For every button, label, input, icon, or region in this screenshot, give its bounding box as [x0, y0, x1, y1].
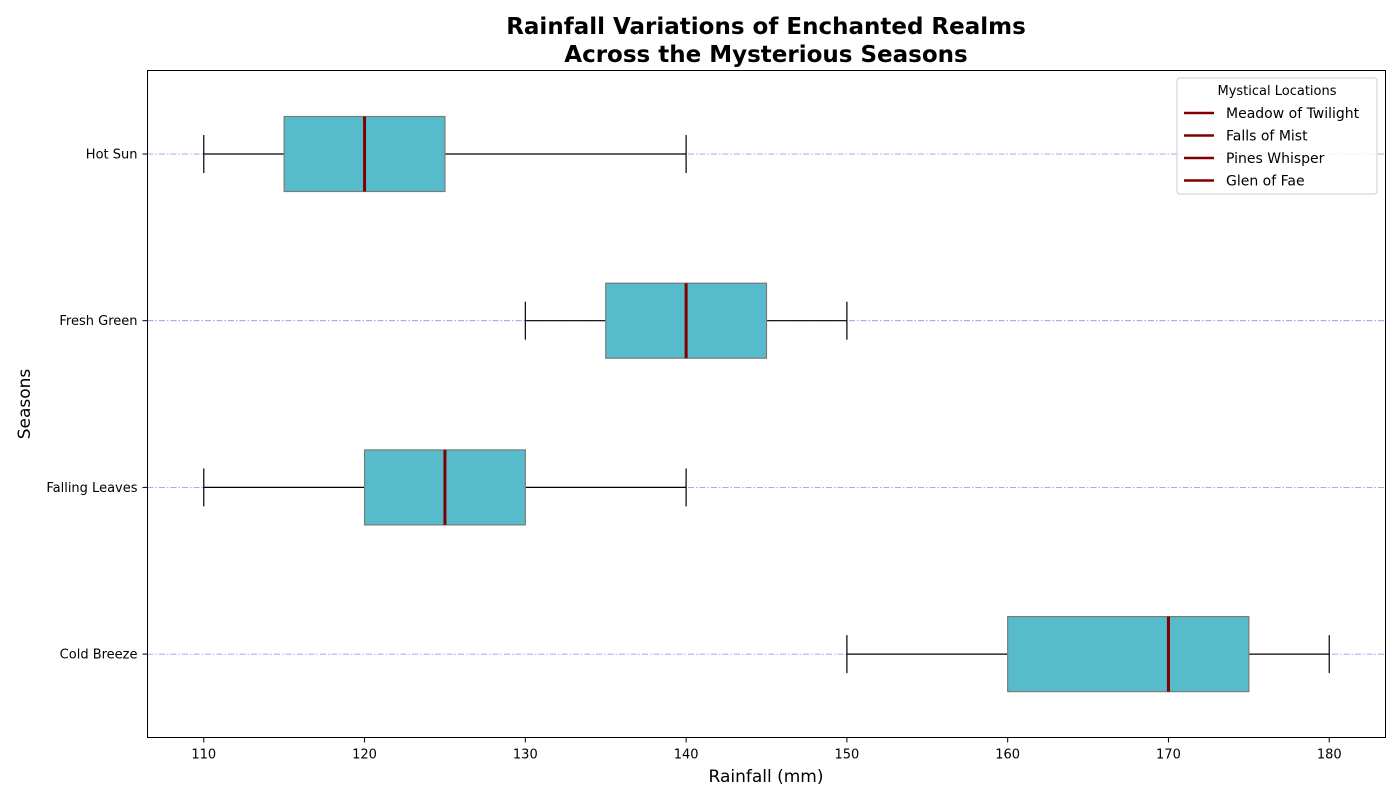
y-tick-label: Cold Breeze — [60, 648, 138, 663]
x-tick-label: 140 — [674, 748, 699, 763]
box-group — [203, 449, 687, 526]
y-tick-label: Fresh Green — [59, 314, 137, 329]
box-group — [524, 282, 848, 359]
x-tick-label: 110 — [191, 748, 216, 763]
x-tick-label: 160 — [995, 748, 1020, 763]
legend: Mystical Locations Meadow of Twilight Fal… — [1176, 77, 1378, 195]
y-axis-ticks: Hot Sun Fresh Green Falling Leaves Cold Bre… — [46, 148, 148, 663]
box-iqr — [1007, 615, 1250, 693]
plot-frame — [147, 70, 1386, 738]
x-axis-label: Rainfall (mm) — [709, 767, 824, 787]
chart-title-line-1: Rainfall Variations of Enchanted Realms — [506, 14, 1026, 40]
x-tick-label: 180 — [1317, 748, 1342, 763]
legend-entry-label: Falls of Mist — [1226, 129, 1308, 145]
x-tick-label: 170 — [1156, 748, 1181, 763]
x-axis-ticks: 110 120 130 140 150 160 170 180 — [191, 737, 1342, 763]
x-tick-label: 130 — [513, 748, 538, 763]
y-tick-label: Hot Sun — [86, 148, 138, 163]
y-axis-label: Seasons — [15, 369, 35, 440]
boxes-layer — [203, 115, 1330, 693]
gridlines — [147, 153, 1386, 655]
legend-entry-label: Pines Whisper — [1226, 151, 1325, 167]
box-group — [203, 115, 687, 193]
x-tick-label: 150 — [834, 748, 859, 763]
y-tick-label: Falling Leaves — [46, 481, 137, 496]
legend-entry-label: Meadow of Twilight — [1226, 106, 1360, 122]
x-tick-label: 120 — [352, 748, 377, 763]
legend-frame — [1176, 77, 1378, 195]
chart-title-line-2: Across the Mysterious Seasons — [564, 42, 967, 68]
legend-title: Mystical Locations — [1217, 84, 1336, 99]
legend-entries: Meadow of Twilight Falls of Mist Pines Whi… — [1184, 106, 1360, 190]
legend-entry-label: Glen of Fae — [1226, 174, 1305, 190]
box-group — [846, 615, 1330, 693]
